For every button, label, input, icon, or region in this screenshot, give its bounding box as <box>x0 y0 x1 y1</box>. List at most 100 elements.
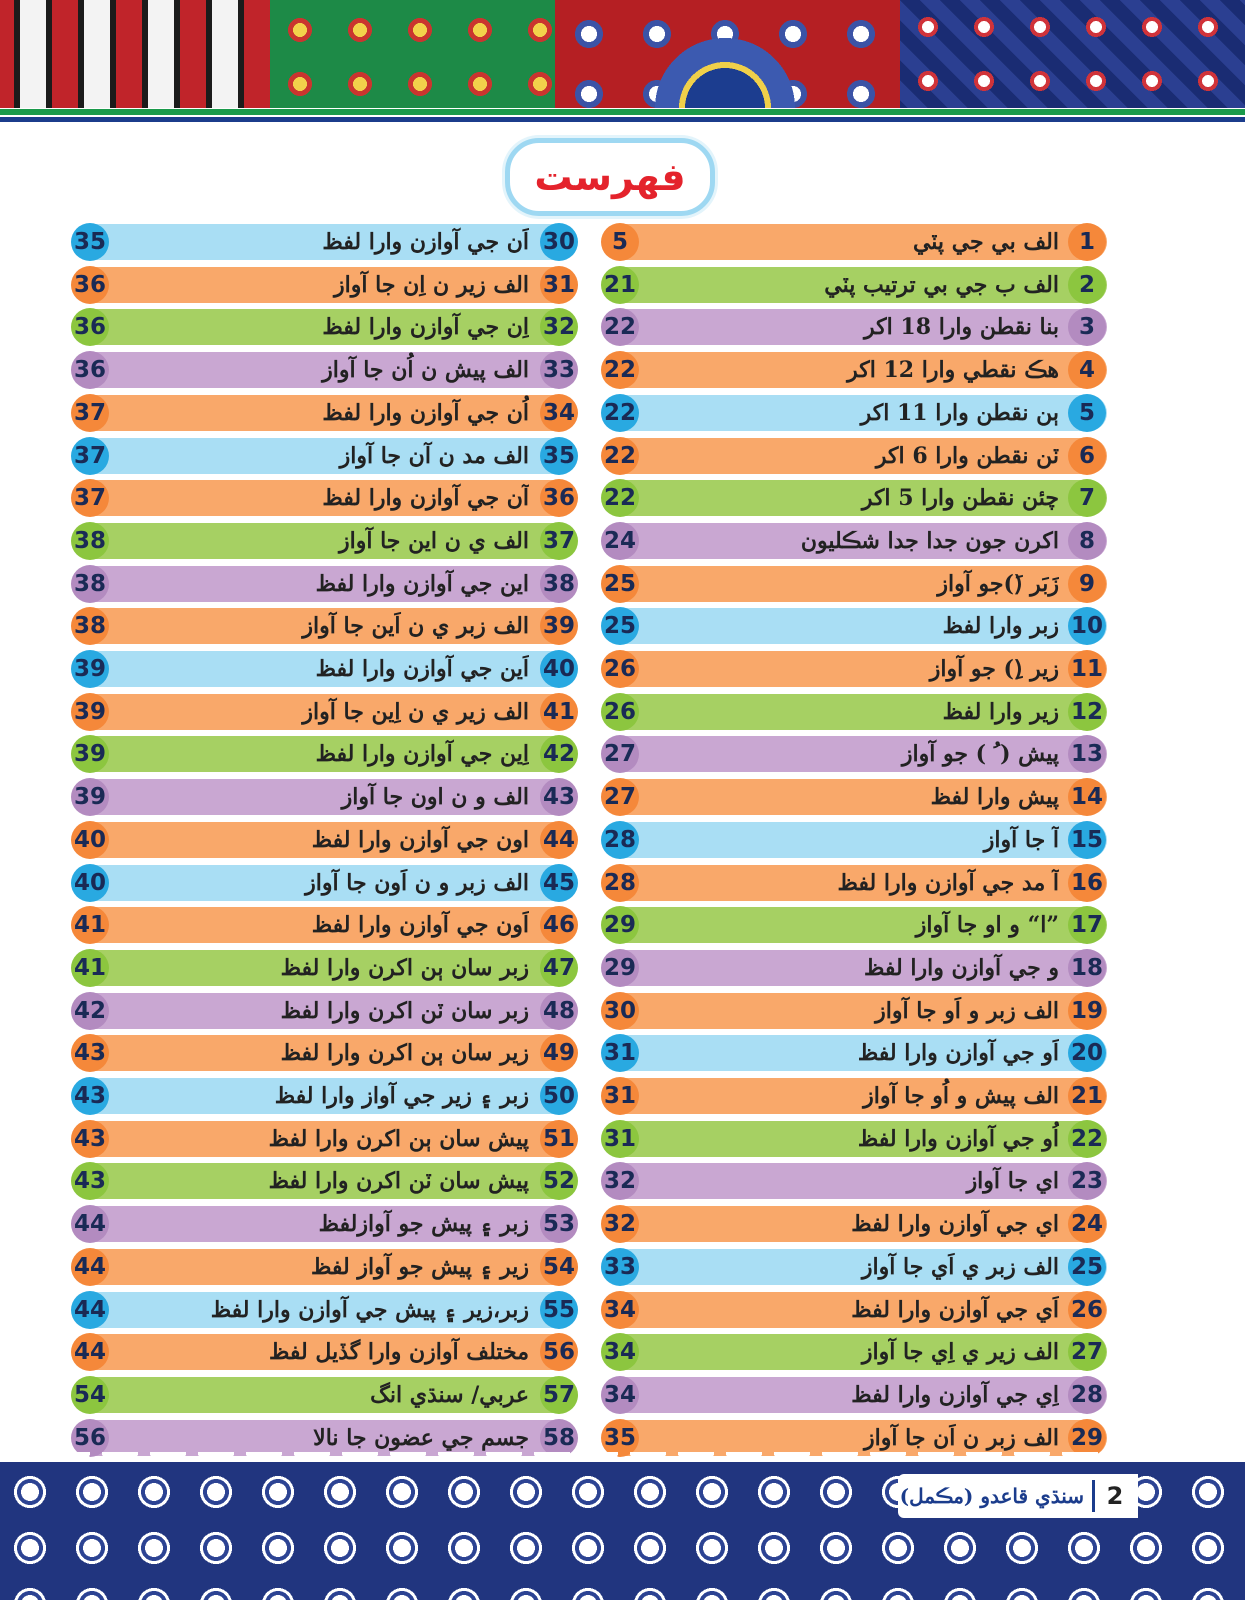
toc-row[interactable]: چئن نقطن وارا 5 اکر 7 22 <box>0 479 1245 517</box>
toc-row[interactable]: زبر وارا لفظ 10 25 <box>0 607 1245 645</box>
toc-row[interactable]: پيش ( ُ ) جو آواز 13 27 <box>0 735 1245 773</box>
toc-entry-number: 39 <box>540 607 578 645</box>
toc-row-bar <box>77 267 577 303</box>
toc-row[interactable]: زَبَر (َ)جو آواز 9 25 <box>0 565 1245 603</box>
toc-row[interactable]: اُن جي آوازن وارا لفظ 34 37 <box>0 394 1245 432</box>
toc-entry-title: الف زير ي ن اِين جا آواز <box>302 699 529 725</box>
toc-entry-number: 4 <box>1068 351 1106 389</box>
toc-row[interactable]: جسم جي عضون جا نالا 58 56 <box>0 1419 1245 1457</box>
toc-row[interactable]: الف زبر و ن اَون جا آواز 45 40 <box>0 864 1245 902</box>
toc-entry-title: بنا نقطن وارا 18 اکر <box>864 314 1059 340</box>
toc-row[interactable]: اکرن جون جدا جدا شڪليون 8 24 <box>0 522 1245 560</box>
toc-row[interactable]: اين جي آوازن وارا لفظ 38 38 <box>0 565 1245 603</box>
toc-entry-title: زبر سان ٽن اکرن وارا لفظ <box>280 998 529 1024</box>
toc-entry-number: 46 <box>540 906 578 944</box>
toc-row[interactable]: الف زبر ي اَي جا آواز 25 33 <box>0 1248 1245 1286</box>
title-cloud: فهرست <box>505 138 715 216</box>
toc-page-number: 28 <box>601 821 639 859</box>
toc-entry-number: 45 <box>540 864 578 902</box>
toc-row[interactable]: الف پيش و اُو جا آواز 21 31 <box>0 1077 1245 1115</box>
toc-entry-number: 38 <box>540 565 578 603</box>
toc-row[interactable]: اي جي آوازن وارا لفظ 24 32 <box>0 1205 1245 1243</box>
toc-row-bar <box>77 523 577 559</box>
toc-row-bar <box>607 1377 1107 1413</box>
toc-row[interactable]: زير وارا لفظ 12 26 <box>0 693 1245 731</box>
toc-row[interactable]: زبر سان ٽن اکرن وارا لفظ 48 42 <box>0 992 1245 1030</box>
toc-row[interactable]: بنا نقطن وارا 18 اکر 3 22 <box>0 308 1245 346</box>
toc-row[interactable]: اِن جي آوازن وارا لفظ 32 36 <box>0 308 1245 346</box>
page-number: 2 <box>1106 1482 1124 1510</box>
toc-row-bar <box>607 1206 1107 1242</box>
toc-row[interactable]: اون جي آوازن وارا لفظ 44 40 <box>0 821 1245 859</box>
toc-row[interactable]: اَن جي آوازن وارا لفظ 30 35 <box>0 223 1245 261</box>
green-divider <box>0 109 1245 115</box>
toc-page-number: 22 <box>601 437 639 475</box>
toc-row[interactable]: اِي جي آوازن وارا لفظ 28 34 <box>0 1376 1245 1414</box>
toc-page-number: 22 <box>601 351 639 389</box>
toc-entry-title: اَون جي آوازن وارا لفظ <box>311 912 529 938</box>
toc-row[interactable]: الف زير ي ن اِين جا آواز 41 39 <box>0 693 1245 731</box>
toc-row[interactable]: زير (ِ) جو آواز 11 26 <box>0 650 1245 688</box>
toc-row[interactable]: پيش وارا لفظ 14 27 <box>0 778 1245 816</box>
toc-entry-title: زير وارا لفظ <box>942 699 1059 725</box>
toc-row[interactable]: ٽن نقطن وارا 6 اکر 6 22 <box>0 437 1245 475</box>
toc-row[interactable]: الف ب جي بي ترتيب پٽي 2 21 <box>0 266 1245 304</box>
toc-row[interactable]: اُو جي آوازن وارا لفظ 22 31 <box>0 1120 1245 1158</box>
toc-page-number: 22 <box>601 308 639 346</box>
toc-page-number: 40 <box>71 864 109 902</box>
toc-row[interactable]: آن جي آوازن وارا لفظ 36 37 <box>0 479 1245 517</box>
toc-row[interactable]: زير ۽ پيش جو آواز لفظ 54 44 <box>0 1248 1245 1286</box>
toc-entry-number: 26 <box>1068 1291 1106 1329</box>
toc-row[interactable]: زبر ۽ زير جي آواز وارا لفظ 50 43 <box>0 1077 1245 1115</box>
toc-entry-number: 7 <box>1068 479 1106 517</box>
toc-row[interactable]: عربي/ سنڌي انگ 57 54 <box>0 1376 1245 1414</box>
toc-row[interactable]: ٻن نقطن وارا 11 اکر 5 22 <box>0 394 1245 432</box>
toc-row[interactable]: پيش سان ٻن اکرن وارا لفظ 51 43 <box>0 1120 1245 1158</box>
toc-row-bar <box>77 352 577 388</box>
toc-entry-number: 18 <box>1068 949 1106 987</box>
toc-row[interactable]: ”ا“ و او جا آواز 17 29 <box>0 906 1245 944</box>
toc-row[interactable]: اَو جي آوازن وارا لفظ 20 31 <box>0 1034 1245 1072</box>
toc-row[interactable]: اِين جي آوازن وارا لفظ 42 39 <box>0 735 1245 773</box>
toc-page-number: 37 <box>71 479 109 517</box>
toc-row[interactable]: الف زبر و اَو جا آواز 19 30 <box>0 992 1245 1030</box>
toc-row[interactable]: اَي جي آوازن وارا لفظ 26 34 <box>0 1291 1245 1329</box>
toc-entry-number: 50 <box>540 1077 578 1115</box>
toc-row[interactable]: هڪ نقطي وارا 12 اکر 4 22 <box>0 351 1245 389</box>
toc-page-number: 31 <box>601 1077 639 1115</box>
toc-row[interactable]: الف پيش ن اُن جا آواز 33 36 <box>0 351 1245 389</box>
toc-row[interactable]: زبر،زير ۽ پيش جي آوازن وارا لفظ 55 44 <box>0 1291 1245 1329</box>
toc-row[interactable]: الف بي جي پٽي 1 5 <box>0 223 1245 261</box>
toc-row-bar <box>607 1163 1107 1199</box>
toc-row[interactable]: اَون جي آوازن وارا لفظ 46 41 <box>0 906 1245 944</box>
toc-row[interactable]: آ مد جي آوازن وارا لفظ 16 28 <box>0 864 1245 902</box>
toc-row[interactable]: اَين جي آوازن وارا لفظ 40 39 <box>0 650 1245 688</box>
toc-row[interactable]: زبر ۽ پيش جو آوازلفظ 53 44 <box>0 1205 1245 1243</box>
toc-page-number: 29 <box>601 906 639 944</box>
toc-row-bar <box>77 822 577 858</box>
toc-row[interactable]: الف و ن اون جا آواز 43 39 <box>0 778 1245 816</box>
toc-entry-number: 41 <box>540 693 578 731</box>
toc-entry-number: 42 <box>540 735 578 773</box>
toc-page-number: 34 <box>601 1333 639 1371</box>
toc-entry-title: اين جي آوازن وارا لفظ <box>315 571 529 597</box>
toc-row[interactable]: مختلف آوازن وارا گڏيل لفظ 56 44 <box>0 1333 1245 1371</box>
toc-entry-title: جسم جي عضون جا نالا <box>313 1425 529 1451</box>
toc-row-bar <box>77 480 577 516</box>
toc-row[interactable]: آ جا آواز 15 28 <box>0 821 1245 859</box>
toc-row[interactable]: الف زير ي اِي جا آواز 27 34 <box>0 1333 1245 1371</box>
toc-row[interactable]: زير سان ٻن اکرن وارا لفظ 49 43 <box>0 1034 1245 1072</box>
toc-row[interactable]: پيش سان ٽن اکرن وارا لفظ 52 43 <box>0 1162 1245 1200</box>
toc-row[interactable]: زبر سان ٻن اکرن وارا لفظ 47 41 <box>0 949 1245 987</box>
toc-entry-number: 6 <box>1068 437 1106 475</box>
toc-row-bar <box>77 224 577 260</box>
toc-entry-title: الف و ن اون جا آواز <box>341 784 529 810</box>
toc-row[interactable]: الف زبر ي ن اَين جا آواز 39 38 <box>0 607 1245 645</box>
toc-row[interactable]: و جي آوازن وارا لفظ 18 29 <box>0 949 1245 987</box>
toc-page-number: 40 <box>71 821 109 859</box>
toc-row[interactable]: الف ي ن اين جا آواز 37 38 <box>0 522 1245 560</box>
toc-row[interactable]: الف زبر ن اَن جا آواز 29 35 <box>0 1419 1245 1457</box>
toc-row[interactable]: اي جا آواز 23 32 <box>0 1162 1245 1200</box>
toc-row[interactable]: الف زير ن اِن جا آواز 31 36 <box>0 266 1245 304</box>
toc-row[interactable]: الف مد ن آن جا آواز 35 37 <box>0 437 1245 475</box>
